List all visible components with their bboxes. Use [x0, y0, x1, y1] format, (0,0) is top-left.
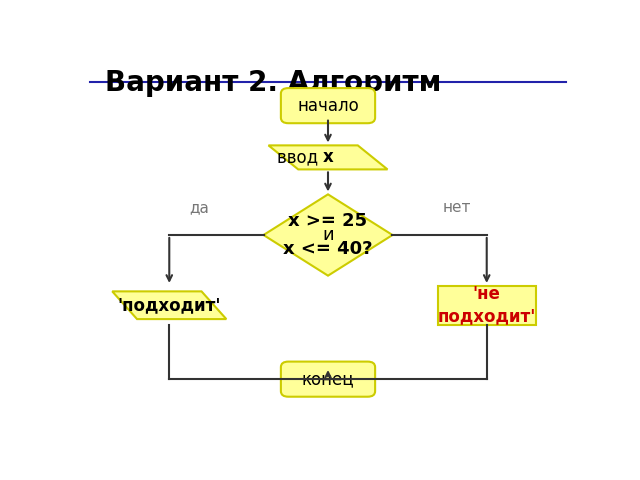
FancyBboxPatch shape: [438, 286, 536, 324]
Text: ввод: ввод: [276, 148, 323, 167]
FancyBboxPatch shape: [281, 88, 375, 123]
Text: 'не
подходит': 'не подходит': [438, 285, 536, 325]
Text: нет: нет: [443, 200, 471, 215]
Text: начало: начало: [297, 96, 359, 115]
FancyBboxPatch shape: [281, 361, 375, 396]
Text: x >= 25: x >= 25: [289, 212, 367, 230]
Polygon shape: [264, 194, 392, 276]
Text: x: x: [323, 148, 334, 167]
Polygon shape: [269, 145, 388, 169]
Text: да: да: [189, 200, 209, 215]
Text: Вариант 2. Алгоритм: Вариант 2. Алгоритм: [105, 69, 441, 96]
Text: конец: конец: [301, 370, 355, 388]
Text: 'подходит': 'подходит': [118, 296, 221, 314]
Polygon shape: [112, 291, 227, 319]
Text: и: и: [322, 226, 334, 244]
Text: x <= 40?: x <= 40?: [284, 240, 372, 258]
